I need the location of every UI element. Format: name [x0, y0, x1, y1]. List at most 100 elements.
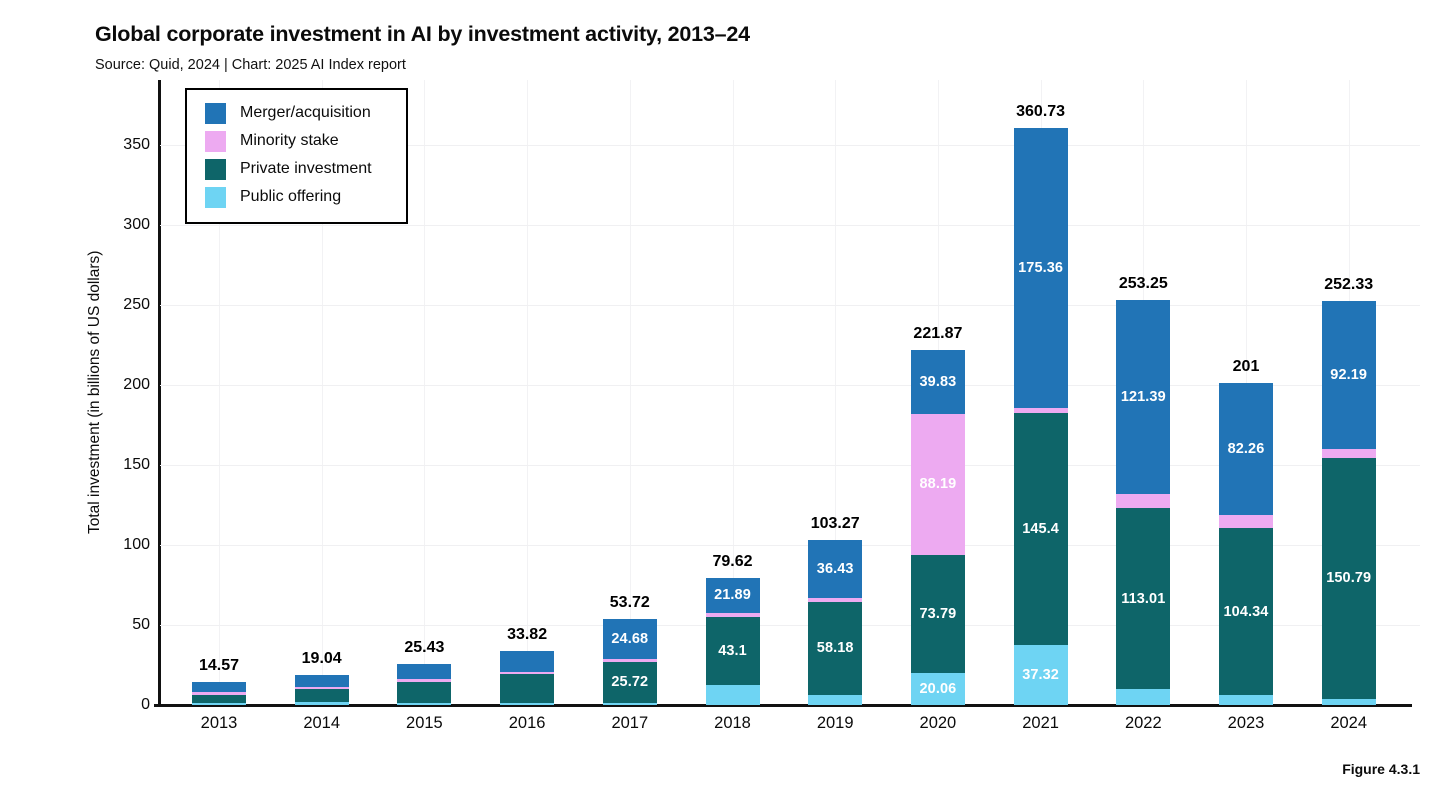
- bar-segment-value-label: 92.19: [1330, 367, 1368, 384]
- y-tick-label: 50: [132, 616, 150, 633]
- bar-segment-private-investment: 73.79: [910, 554, 965, 673]
- y-axis-line: [158, 80, 161, 707]
- bar-total-label: 360.73: [1016, 102, 1066, 120]
- bar-segment-value-label: 113.01: [1121, 590, 1166, 607]
- x-tick-label: 2013: [200, 714, 238, 732]
- x-tick-label: 2019: [816, 714, 854, 732]
- bar-segment-public-offering: [500, 702, 555, 705]
- bar-total-label: 25.43: [404, 639, 445, 657]
- bar-segment-public-offering: [1321, 698, 1376, 705]
- vertical-gridline: [835, 80, 837, 705]
- figure-number-label: Figure 4.3.1: [1342, 761, 1420, 777]
- x-tick-label: 2021: [1022, 714, 1059, 732]
- bar-total-label: 253.25: [1118, 274, 1168, 292]
- bar-segment-value-label: 21.89: [714, 587, 751, 604]
- legend-item-label: Public offering: [240, 188, 342, 205]
- bar-segment-minority-stake: [500, 671, 555, 675]
- chart-source-note: Source: Quid, 2024 | Chart: 2025 AI Inde…: [95, 57, 406, 73]
- y-tick-label: 150: [123, 456, 150, 473]
- bar-segment-minority-stake: [808, 598, 863, 602]
- bar-segment-merger-acquisition: 39.83: [910, 350, 965, 414]
- x-tick-label: 2017: [611, 714, 649, 732]
- bar-segment-private-investment: 145.4: [1013, 412, 1068, 646]
- bar-segment-value-label: 20.06: [919, 680, 957, 697]
- bar-segment-minority-stake: 88.19: [910, 413, 965, 555]
- vertical-gridline: [527, 80, 529, 705]
- bar-segment-value-label: 145.4: [1022, 520, 1059, 537]
- bar-segment-private-investment: [192, 694, 246, 703]
- bar-segment-merger-acquisition: [192, 681, 246, 692]
- bar-segment-merger-acquisition: 175.36: [1013, 127, 1068, 409]
- horizontal-gridline: [160, 465, 1420, 466]
- legend-item-label: Merger/acquisition: [240, 104, 371, 121]
- horizontal-gridline: [160, 545, 1420, 546]
- bar-segment-public-offering: 20.06: [910, 672, 965, 705]
- bar-total-label: 53.72: [609, 594, 650, 612]
- bar-segment-value-label: 37.32: [1022, 667, 1059, 684]
- x-tick-label: 2020: [919, 714, 957, 732]
- bar-segment-public-offering: [294, 701, 349, 705]
- y-tick-label: 100: [123, 536, 150, 553]
- legend-item-label: Private investment: [240, 160, 372, 177]
- x-axis-line: [154, 704, 1412, 707]
- bar-segment-value-label: 82.26: [1227, 441, 1265, 458]
- bar-segment-private-investment: 104.34: [1219, 528, 1273, 696]
- bar-total-label: 14.57: [198, 656, 240, 674]
- bar-segment-value-label: 39.83: [919, 373, 957, 390]
- bar-segment-minority-stake: [294, 686, 349, 689]
- bar-segment-merger-acquisition: [294, 674, 349, 687]
- bar-segment-private-investment: [397, 682, 452, 703]
- bar-segment-minority-stake: [192, 691, 246, 695]
- bar-segment-public-offering: [1219, 695, 1273, 705]
- bar-segment-private-investment: [500, 674, 555, 703]
- bar-total-label: 103.27: [810, 514, 860, 532]
- legend-item: Minority stake: [205, 127, 392, 155]
- bar-total-label: 19.04: [301, 649, 342, 667]
- bar-total-label: 201: [1232, 358, 1260, 376]
- bar-segment-value-label: 88.19: [919, 476, 957, 493]
- y-tick-label: 200: [123, 376, 150, 393]
- bar-segment-public-offering: [397, 702, 452, 705]
- bar-segment-merger-acquisition: 36.43: [808, 539, 863, 599]
- bar-segment-minority-stake: [602, 658, 657, 662]
- bar-segment-private-investment: 150.79: [1321, 457, 1376, 699]
- legend-swatch-icon: [205, 130, 226, 152]
- x-tick-label: 2022: [1124, 714, 1162, 732]
- horizontal-gridline: [160, 305, 1420, 306]
- vertical-gridline: [424, 80, 426, 705]
- x-tick-label: 2015: [406, 714, 443, 732]
- bar-segment-merger-acquisition: 21.89: [705, 577, 760, 613]
- bar-segment-merger-acquisition: 92.19: [1321, 301, 1376, 449]
- legend-swatch-icon: [205, 186, 226, 208]
- bar-segment-value-label: 36.43: [816, 560, 854, 577]
- bar-segment-value-label: 175.36: [1018, 260, 1064, 277]
- bar-segment-minority-stake: [397, 679, 452, 683]
- bar-segment-public-offering: [192, 702, 246, 705]
- legend-swatch-icon: [205, 158, 226, 180]
- legend-item: Private investment: [205, 155, 392, 183]
- bar-segment-private-investment: 25.72: [602, 661, 657, 703]
- x-tick-label: 2024: [1330, 714, 1368, 732]
- vertical-gridline: [219, 80, 220, 705]
- bar-segment-merger-acquisition: 121.39: [1116, 299, 1171, 495]
- bar-segment-minority-stake: [1321, 448, 1376, 458]
- horizontal-gridline: [160, 145, 1420, 146]
- chart-title: Global corporate investment in AI by inv…: [95, 22, 750, 46]
- y-tick-label: 250: [123, 296, 150, 313]
- legend-item: Public offering: [205, 183, 392, 211]
- y-tick-label: 350: [123, 136, 150, 153]
- x-tick-label: 2016: [508, 714, 546, 732]
- bar-segment-merger-acquisition: 24.68: [602, 619, 657, 659]
- vertical-gridline: [321, 80, 323, 705]
- bar-segment-value-label: 73.79: [919, 605, 957, 622]
- bar-segment-merger-acquisition: 82.26: [1219, 383, 1273, 515]
- bar-segment-merger-acquisition: [397, 664, 452, 680]
- horizontal-gridline: [160, 625, 1420, 626]
- x-tick-label: 2023: [1227, 714, 1265, 732]
- bar-segment-value-label: 121.39: [1120, 388, 1166, 405]
- bar-segment-minority-stake: [1116, 494, 1171, 509]
- bar-segment-private-investment: [294, 688, 349, 702]
- x-tick-label: 2014: [303, 714, 341, 732]
